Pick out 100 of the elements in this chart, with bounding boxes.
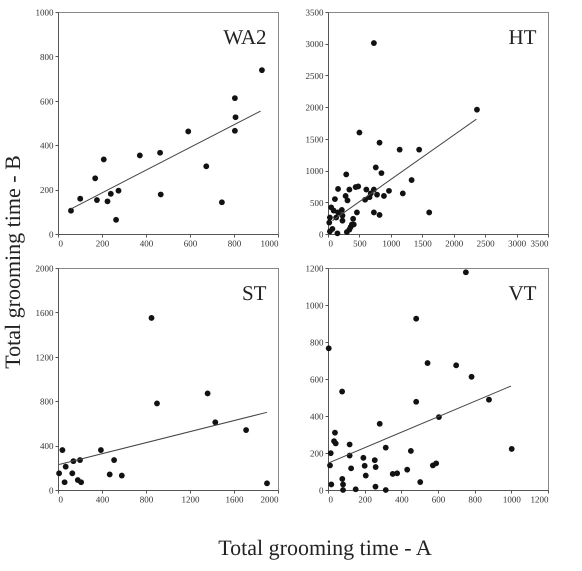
point (417, 479, 424, 485)
point (94, 197, 100, 203)
point (486, 396, 492, 403)
point (327, 462, 333, 468)
point (370, 210, 377, 216)
point (118, 472, 125, 478)
point (400, 190, 406, 196)
y-tick-label: 0 (319, 230, 324, 240)
point (348, 465, 354, 472)
point (69, 470, 76, 476)
x-axis-title: Total grooming time - A (218, 535, 432, 561)
point (232, 95, 238, 102)
point (372, 484, 378, 490)
x-tick-label: 1200 (530, 494, 549, 504)
point (232, 128, 238, 134)
point (350, 216, 356, 222)
x-tick-label: 1000 (260, 238, 279, 248)
point (340, 487, 346, 493)
point (326, 345, 332, 352)
point (346, 186, 352, 193)
x-tick-label: 0 (328, 238, 334, 248)
point (232, 114, 238, 120)
x-tick-label: 400 (96, 494, 110, 504)
y-tick-label: 400 (40, 140, 54, 151)
y-tick-label: 1000 (306, 300, 324, 310)
point (106, 472, 113, 478)
point (362, 462, 368, 469)
point (344, 197, 350, 204)
point (212, 419, 218, 426)
point (346, 442, 353, 448)
y-tick-label: 1000 (36, 8, 54, 18)
point (326, 228, 333, 234)
y-tick-label: 600 (40, 96, 54, 106)
point (343, 171, 350, 178)
point (62, 464, 69, 470)
point (408, 448, 414, 454)
point (218, 199, 225, 206)
y-tick-label: 800 (310, 338, 324, 348)
point (354, 210, 360, 216)
point (154, 400, 160, 406)
point (332, 430, 338, 436)
x-tick-label: 800 (228, 238, 242, 248)
point (259, 67, 265, 74)
x-tick-label: 3000 (508, 238, 527, 248)
y-tick-label: 500 (310, 198, 324, 208)
point (328, 482, 334, 488)
point (376, 140, 382, 146)
x-tick-label: 0 (58, 494, 64, 504)
point (243, 427, 250, 433)
point (335, 186, 341, 192)
point (433, 460, 440, 466)
point (264, 480, 270, 486)
point (148, 315, 154, 321)
point (98, 447, 104, 453)
point (352, 486, 359, 492)
point (113, 216, 119, 223)
x-tick-label: 1000 (502, 494, 522, 504)
point (408, 177, 415, 183)
point (111, 457, 118, 463)
point (404, 466, 410, 473)
point (426, 210, 432, 216)
point (374, 192, 380, 198)
y-tick-label: 3000 (306, 39, 324, 50)
x-tick-label: 800 (468, 494, 482, 504)
point (104, 198, 110, 204)
text: ST (242, 281, 267, 305)
point (326, 214, 333, 220)
text: VT (508, 281, 537, 305)
point (474, 106, 480, 113)
point (424, 360, 430, 366)
point (394, 470, 400, 476)
point (462, 269, 469, 276)
point (382, 444, 389, 451)
point (56, 470, 62, 476)
point (100, 156, 107, 162)
y-axis-title: Total grooming time - B (0, 155, 26, 369)
point (59, 447, 66, 453)
x-tick-label: 1500 (414, 238, 432, 248)
point (185, 128, 192, 134)
x-tick-label: 400 (140, 238, 154, 248)
point (344, 229, 350, 236)
x-tick-label: 400 (395, 494, 410, 504)
point (338, 206, 345, 213)
y-tick-label: 1200 (36, 352, 54, 362)
point (376, 212, 382, 218)
point (334, 230, 340, 236)
y-tick-label: 800 (40, 396, 54, 407)
x-tick-label: 200 (96, 238, 110, 248)
point (158, 192, 164, 198)
x-tick-label: 600 (184, 238, 198, 248)
text: WA2 (223, 25, 266, 49)
point (360, 454, 366, 461)
x-tick-label: 0 (58, 238, 64, 248)
point (468, 374, 474, 380)
point (116, 188, 122, 194)
y-tick-label: 1000 (306, 166, 324, 176)
x-tick-label: 2500 (476, 238, 496, 248)
point (157, 150, 163, 156)
point (339, 476, 346, 482)
y-tick-label: 1200 (306, 264, 324, 274)
